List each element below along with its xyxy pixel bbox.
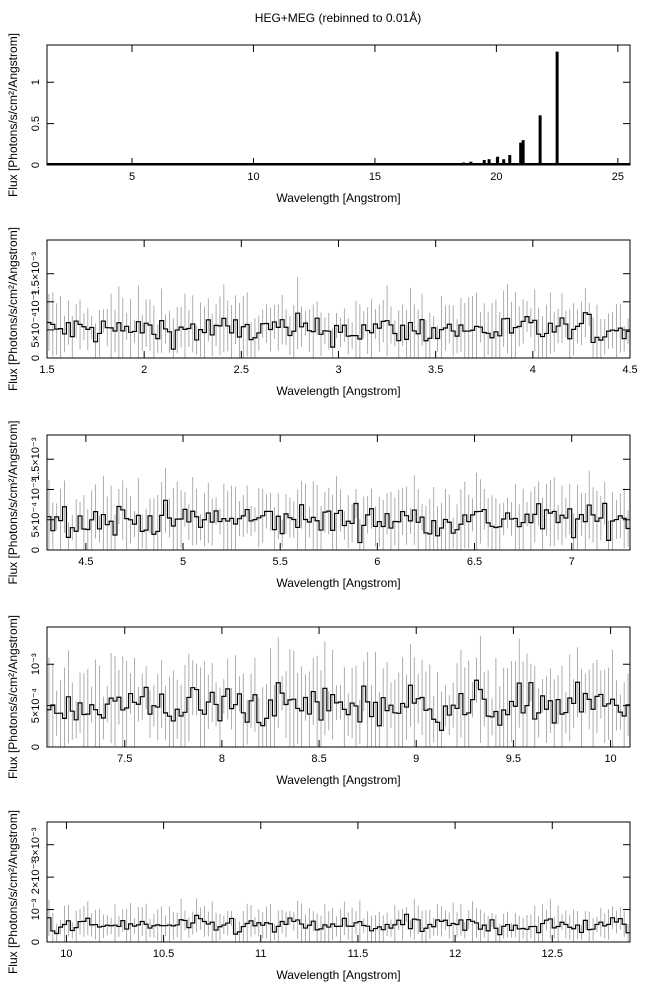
- ytick-label: 5×10⁻⁴: [30, 312, 42, 348]
- panel-5: 10 10.5 11 11.5 12 12.5 0 10⁻³ 2×10⁻³3×10⁻³ Wavel…: [6, 810, 631, 982]
- panel-1: 5 10 15 20 25 0 0.5 1 Wavelength [Angstrom] Flux …: [6, 33, 631, 205]
- xtick-label: 11: [255, 948, 266, 960]
- xtick-label: 1.5: [39, 364, 54, 376]
- x-axis-label: Wavelength [Angstrom]: [276, 191, 400, 205]
- xtick-label: 12.5: [542, 948, 563, 960]
- xtick-label: 12: [449, 948, 461, 960]
- line-peak-6: [487, 159, 491, 165]
- line-peak-11: [521, 140, 525, 165]
- xtick-label: 25: [612, 171, 624, 183]
- xtick-label: 10.5: [153, 948, 174, 960]
- ytick-label: 5×10⁻⁴: [30, 688, 42, 724]
- xtick-label: 4.5: [78, 556, 93, 568]
- spectrum-step: [47, 679, 630, 731]
- xtick-label: 2: [141, 364, 147, 376]
- xtick-label: 7.5: [117, 753, 132, 765]
- xtick-label: 9: [413, 753, 419, 765]
- xtick-label: 11.5: [348, 948, 369, 960]
- ytick-label: 10⁻³: [30, 898, 42, 920]
- xtick-label: 5: [129, 171, 135, 183]
- xtick-label: 7: [569, 556, 575, 568]
- line-peak-7: [496, 156, 500, 165]
- x-axis-label: Wavelength [Angstrom]: [276, 384, 400, 398]
- xtick-label: 9.5: [506, 753, 521, 765]
- xtick-label: 8: [219, 753, 225, 765]
- error-bars: [48, 636, 629, 747]
- y-axis-label: Flux [Photons/s/cm²/Angstrom]: [6, 615, 20, 779]
- xtick-label: 4: [530, 364, 536, 376]
- spectrum-step: [47, 499, 630, 544]
- xtick-label: 10: [604, 753, 616, 765]
- line-peak-12: [538, 115, 542, 165]
- ytick-label: 0: [30, 162, 42, 168]
- panel-2: 1.5 2 2.5 3 3.5 4 4.5 0 5×10⁻⁴10⁻³1.5×10⁻³ Wavele…: [6, 227, 638, 398]
- error-bars: [48, 898, 629, 942]
- plot-frame: [46, 44, 631, 166]
- figure-title: HEG+MEG (rebinned to 0.01Å): [255, 10, 421, 25]
- y-axis-label: Flux [Photons/s/cm²/Angstrom]: [6, 810, 20, 974]
- line-peak-8: [502, 159, 506, 165]
- xtick-label: 2.5: [234, 364, 249, 376]
- plot-frame: [46, 626, 631, 748]
- ytick-label: 1.5×10⁻³: [30, 437, 42, 481]
- xtick-label: 10: [60, 948, 72, 960]
- xtick-label: 10: [247, 171, 259, 183]
- ytick-label: 10⁻³: [30, 653, 42, 675]
- xtick-label: 4.5: [622, 364, 637, 376]
- x-axis-label: Wavelength [Angstrom]: [276, 773, 400, 787]
- ytick-label: 1: [30, 79, 42, 85]
- line-peak-5: [482, 160, 486, 165]
- xtick-label: 8.5: [311, 753, 326, 765]
- ytick-label: 0.5: [30, 116, 42, 131]
- ytick-label: 0: [30, 355, 42, 361]
- xtick-label: 3: [335, 364, 341, 376]
- line-peak-2: [454, 163, 458, 165]
- plot-frame: [46, 434, 631, 551]
- line-peak-10: [519, 142, 523, 165]
- ytick-label: 2×10⁻³: [30, 860, 42, 895]
- xtick-label: 5: [180, 556, 186, 568]
- xtick-label: 6: [374, 556, 380, 568]
- ytick-label: 3×10⁻³: [30, 827, 42, 862]
- line-peak-1: [446, 163, 450, 165]
- panel-3: 4.5 5 5.5 6 6.5 7 0 5×10⁻⁴ 10⁻³1.5×10⁻³ Wavelengt…: [6, 420, 631, 590]
- spectrum-step: [47, 913, 630, 936]
- y-axis-label: Flux [Photons/s/cm²/Angstrom]: [6, 420, 20, 584]
- line-peak-4: [469, 161, 473, 165]
- xtick-label: 20: [490, 171, 502, 183]
- y-axis-label: Flux [Photons/s/cm²/Angstrom]: [6, 33, 20, 197]
- x-axis-label: Wavelength [Angstrom]: [276, 968, 400, 982]
- line-peak-13: [555, 51, 559, 165]
- x-axis-label: Wavelength [Angstrom]: [276, 576, 400, 590]
- xtick-label: 15: [369, 171, 381, 183]
- spectrum-step: [47, 312, 630, 350]
- xtick-label: 5.5: [273, 556, 288, 568]
- xtick-label: 3.5: [428, 364, 443, 376]
- line-peak-3: [462, 162, 466, 165]
- ytick-label: 5×10⁻⁴: [30, 502, 42, 538]
- xtick-label: 6.5: [467, 556, 482, 568]
- error-bars: [48, 277, 629, 358]
- ytick-label: 1.5×10⁻³: [30, 252, 42, 296]
- ytick-label: 0: [30, 547, 42, 553]
- plot-frame: [46, 821, 631, 943]
- ytick-label: 0: [30, 744, 42, 750]
- ytick-label: 0: [30, 939, 42, 945]
- panel-4: 7.5 8 8.5 9 9.5 10 0 5×10⁻⁴ 10⁻³ Wavelength [Angs…: [6, 615, 631, 787]
- line-peak-9: [508, 155, 512, 165]
- ytick-label: 10⁻³: [30, 478, 42, 500]
- ytick-label: 10⁻³: [30, 291, 42, 313]
- y-axis-label: Flux [Photons/s/cm²/Angstrom]: [6, 227, 20, 391]
